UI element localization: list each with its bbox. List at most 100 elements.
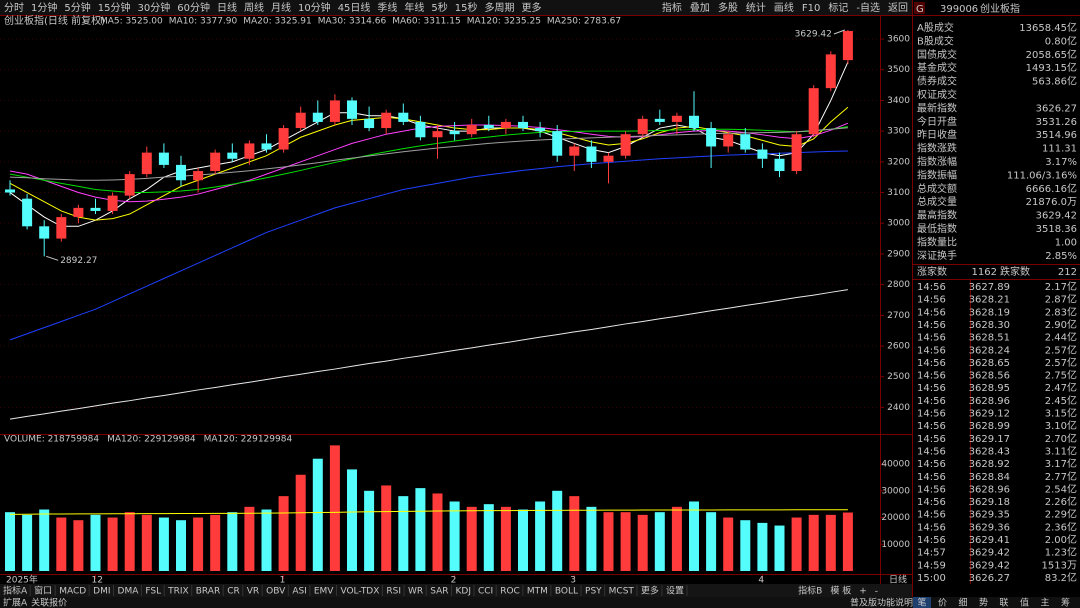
period-button[interactable]: 15秒 xyxy=(455,1,478,14)
y-tick-label: 2500 xyxy=(887,372,910,382)
panel-tab[interactable]: 值 xyxy=(1020,597,1029,608)
indicator-tab[interactable]: - xyxy=(875,587,878,597)
tick-time: 14:56 xyxy=(917,358,946,369)
panel-tab[interactable]: 笔 xyxy=(917,597,926,608)
indicator-tab[interactable]: DMA xyxy=(118,587,140,597)
tool-button[interactable]: 统计 xyxy=(746,1,766,14)
volume-bar xyxy=(791,517,802,571)
period-button[interactable]: 分时 xyxy=(4,2,24,14)
indicator-tab[interactable]: ROC xyxy=(500,587,520,597)
toolbar-bg xyxy=(0,0,912,15)
panel-tab[interactable]: 筹 xyxy=(1061,597,1070,608)
indicator-tab[interactable]: 窗口 xyxy=(34,585,52,597)
indicator-tab[interactable]: VR xyxy=(247,587,259,597)
indicator-tab[interactable]: WR xyxy=(408,587,423,597)
tool-button[interactable]: 叠加 xyxy=(690,2,710,14)
help-link[interactable]: 普及版功能说明 xyxy=(850,597,913,608)
tick-volume: 2.36亿 xyxy=(1045,520,1077,533)
indicator-tab[interactable]: PSY xyxy=(585,587,602,597)
indicator-tab[interactable]: RSI xyxy=(386,587,401,597)
tick-volume: 2.57亿 xyxy=(1045,343,1077,356)
indicator-tab[interactable]: 指标B xyxy=(798,585,822,597)
ma-legend: MA20: 3325.91 xyxy=(243,17,311,27)
period-button[interactable]: 5分钟 xyxy=(64,1,90,14)
stat-label: 最高指数 xyxy=(917,209,957,222)
period-button[interactable]: 季线 xyxy=(377,1,397,14)
indicator-tab[interactable]: FSL xyxy=(145,587,161,597)
tool-button[interactable]: -自选 xyxy=(856,1,880,14)
tick-time: 14:56 xyxy=(917,409,946,420)
tick-volume: 2.77亿 xyxy=(1045,470,1077,483)
panel-tab[interactable]: 细 xyxy=(958,597,967,608)
indicator-tab[interactable]: MACD xyxy=(59,587,86,597)
tool-button[interactable]: 返回 xyxy=(888,2,908,14)
indicator-tab[interactable]: MTM xyxy=(527,587,548,597)
tool-button[interactable]: 指标 xyxy=(662,1,682,14)
indicator-tab[interactable]: MCST xyxy=(609,587,635,597)
indicator-tab[interactable]: BRAR xyxy=(196,587,220,597)
tool-button[interactable]: 画线 xyxy=(774,1,794,14)
y-tick-label: 3400 xyxy=(887,96,910,106)
indicator-tab[interactable]: 设置 xyxy=(666,586,684,597)
period-button[interactable]: 多周期 xyxy=(485,1,515,14)
indicator-tab[interactable]: TRIX xyxy=(167,587,189,597)
period-button[interactable]: 1分钟 xyxy=(31,1,57,14)
indicator-tab[interactable]: 更多 xyxy=(641,585,659,597)
status-item[interactable]: 扩展A xyxy=(3,597,28,608)
panel-tab[interactable]: 联 xyxy=(999,598,1008,608)
volume-bar xyxy=(22,514,33,571)
volume-bar xyxy=(620,512,631,571)
y-tick-label: 30000 xyxy=(881,486,910,496)
indicator-tab[interactable]: VOL-TDX xyxy=(340,587,379,597)
period-button[interactable]: 更多 xyxy=(522,1,542,14)
indicator-tab[interactable]: CCI xyxy=(478,587,493,597)
indicator-tab[interactable]: ASI xyxy=(292,587,307,597)
candle-body xyxy=(757,149,768,159)
panel-tab[interactable]: 价 xyxy=(938,598,947,608)
volume-bar xyxy=(808,514,819,571)
period-button[interactable]: 10分钟 xyxy=(298,1,331,14)
candle-body xyxy=(774,158,785,172)
stat-value: 0.80亿 xyxy=(1045,34,1077,47)
tick-volume: 2.26亿 xyxy=(1045,495,1077,508)
period-button[interactable]: 周线 xyxy=(244,1,264,14)
panel-tab[interactable]: 主 xyxy=(1040,597,1049,608)
indicator-tab[interactable]: 模 板 xyxy=(830,585,851,597)
indicator-tab[interactable]: + xyxy=(859,587,867,597)
indicator-tab[interactable]: KDJ xyxy=(455,587,471,597)
period-button[interactable]: 45日线 xyxy=(338,1,371,14)
y-tick-label: 10000 xyxy=(881,540,910,550)
indicator-tab[interactable]: OBV xyxy=(266,587,286,597)
indicator-tab[interactable]: 指标A xyxy=(3,585,28,597)
candle-body xyxy=(39,226,50,239)
tool-button[interactable]: F10 xyxy=(802,3,820,14)
period-button[interactable]: 年线 xyxy=(404,1,424,14)
tick-price: 3629.41 xyxy=(969,535,1010,546)
indicator-tab[interactable]: CR xyxy=(227,587,240,597)
candle-body xyxy=(637,118,648,135)
tick-volume: 1513万 xyxy=(1042,560,1077,571)
period-button[interactable]: 60分钟 xyxy=(177,1,210,14)
indicator-tab[interactable]: BOLL xyxy=(555,587,578,597)
volume-bar xyxy=(5,512,15,571)
tool-button[interactable]: 多股 xyxy=(718,1,738,14)
indicator-tab[interactable]: DMI xyxy=(93,587,110,597)
period-button[interactable]: 15分钟 xyxy=(98,1,131,14)
name: 创业板指 xyxy=(980,2,1020,15)
indicator-tab[interactable]: SAR xyxy=(430,587,448,597)
period-button[interactable]: 30分钟 xyxy=(137,1,170,14)
ma-legend: MA10: 3377.90 xyxy=(169,17,238,27)
candle-body xyxy=(244,143,255,159)
period-button[interactable]: 月线 xyxy=(271,1,291,14)
tick-price: 3628.21 xyxy=(969,295,1010,306)
tick-time: 14:56 xyxy=(917,535,946,546)
period-button[interactable]: 日线 xyxy=(217,1,237,14)
candle-body xyxy=(518,121,528,129)
period-button[interactable]: 5秒 xyxy=(431,1,447,14)
indicator-tab[interactable]: EMV xyxy=(314,587,334,597)
panel-tab[interactable]: 势 xyxy=(979,597,988,608)
candle-body xyxy=(415,121,426,138)
tool-button[interactable]: 标记 xyxy=(828,2,848,14)
status-item[interactable]: 关联报价 xyxy=(31,597,67,608)
